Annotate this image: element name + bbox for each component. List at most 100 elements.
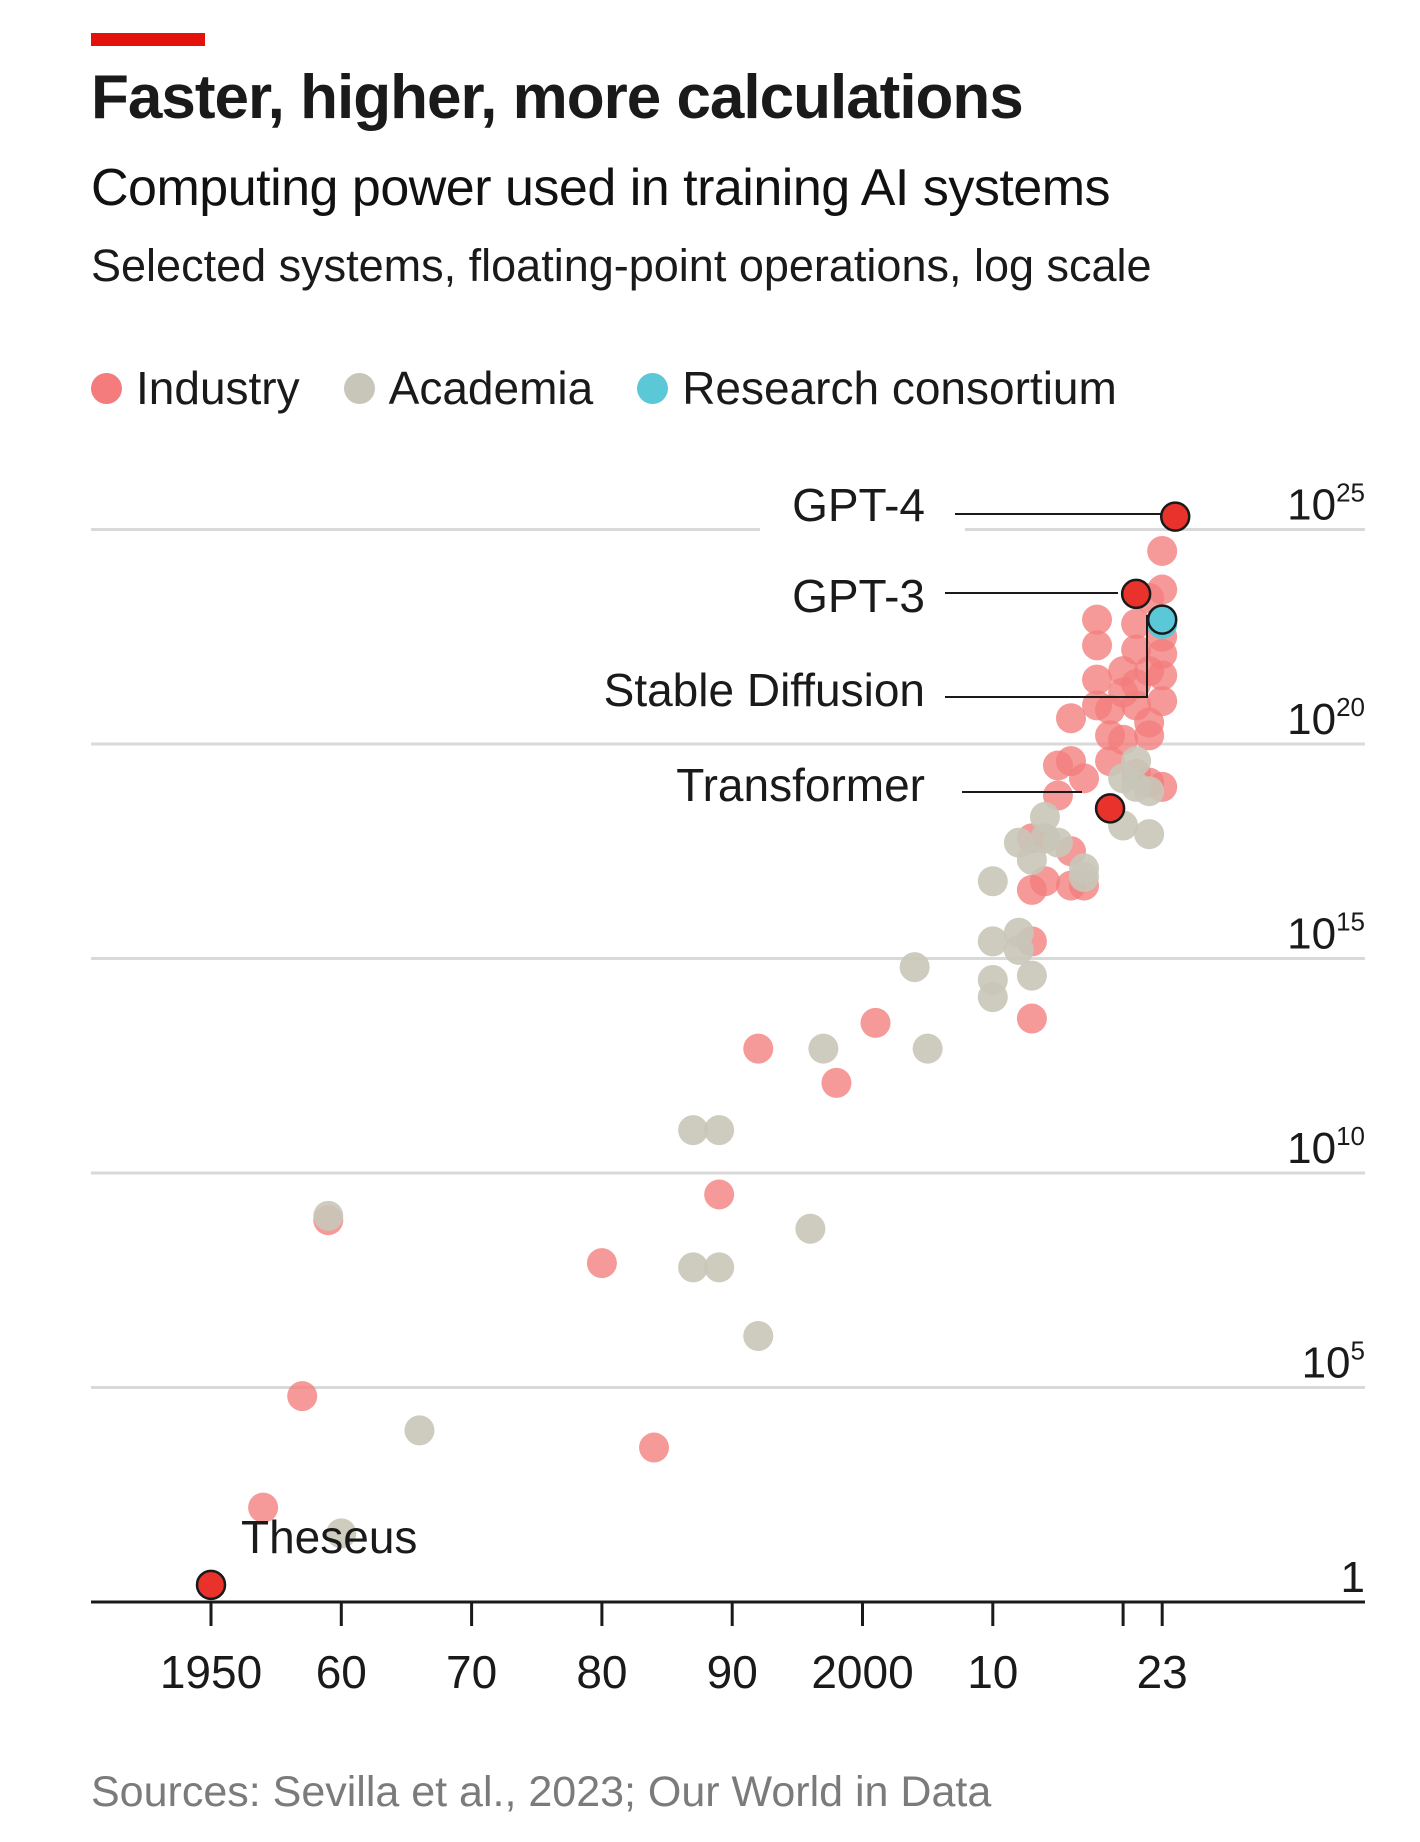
data-point xyxy=(704,1179,735,1210)
data-point xyxy=(1082,630,1113,661)
data-point xyxy=(912,1033,943,1064)
annotation-label: Theseus xyxy=(241,1511,417,1563)
data-point xyxy=(899,952,930,983)
chart-description: Selected systems, floating-point operati… xyxy=(91,240,1152,291)
y-tick-label: 1 xyxy=(1341,1553,1365,1602)
annotation-gpt-3: GPT-3 xyxy=(792,570,1152,622)
data-point xyxy=(326,1518,357,1549)
legend-label-academia: Academia xyxy=(388,362,594,414)
legend-item-academia: Academia xyxy=(343,361,594,415)
y-tick-label: 105 xyxy=(1302,1336,1365,1388)
annotation-label: GPT-3 xyxy=(792,570,925,622)
data-point xyxy=(1069,763,1100,794)
annotation-stable-diffusion: Stable Diffusion xyxy=(604,604,1178,716)
highlight-point xyxy=(1094,793,1126,824)
data-point xyxy=(1082,604,1113,635)
x-tick-label: 70 xyxy=(446,1646,497,1698)
x-tick-label: 80 xyxy=(576,1646,627,1698)
data-point xyxy=(1134,776,1165,807)
x-tick-label: 60 xyxy=(316,1646,367,1698)
data-point xyxy=(1016,1003,1047,1034)
data-point xyxy=(404,1415,435,1446)
highlight-point xyxy=(195,1569,227,1601)
series-academia xyxy=(313,746,1165,1549)
data-point xyxy=(287,1381,318,1412)
x-tick-label: 10 xyxy=(967,1646,1018,1698)
data-point xyxy=(821,1067,852,1098)
chart-subtitle: Computing power used in training AI syst… xyxy=(91,159,1111,217)
annotation-label: Transformer xyxy=(676,759,925,811)
data-point xyxy=(1121,746,1152,777)
data-point xyxy=(1147,574,1178,605)
y-tick-label: 1025 xyxy=(1287,478,1365,530)
x-tick-label: 2000 xyxy=(811,1646,913,1698)
data-point xyxy=(1134,819,1165,850)
x-tick-label: 1950 xyxy=(160,1646,262,1698)
chart-title: Faster, higher, more calculations xyxy=(91,63,1024,132)
data-point xyxy=(743,1033,774,1064)
annotation-gpt-4: GPT-4 xyxy=(760,479,1191,536)
highlight-point xyxy=(1146,604,1178,635)
data-point xyxy=(1121,608,1152,639)
data-point xyxy=(795,1213,826,1244)
data-point xyxy=(248,1492,279,1523)
source-note: Sources: Sevilla et al., 2023; Our World… xyxy=(91,1768,992,1816)
annotation-label: GPT-4 xyxy=(792,479,925,531)
annotation-theseus: Theseus xyxy=(195,1511,417,1601)
data-point xyxy=(704,1252,735,1283)
data-point xyxy=(977,982,1008,1013)
x-tick-label: 23 xyxy=(1137,1646,1188,1698)
data-point xyxy=(1082,664,1113,695)
highlight-point xyxy=(1120,578,1152,610)
legend-swatch-consortium xyxy=(637,372,669,404)
data-point xyxy=(1042,827,1073,858)
data-point xyxy=(1003,934,1034,965)
legend-item-consortium: Research consortium xyxy=(637,361,1117,415)
data-point xyxy=(704,1115,735,1146)
x-tick-label: 90 xyxy=(707,1646,758,1698)
legend-item-industry: Industry xyxy=(91,361,300,415)
data-point xyxy=(860,1007,891,1038)
legend-swatch-academia xyxy=(343,372,375,404)
y-tick-label: 1010 xyxy=(1287,1121,1365,1173)
data-points xyxy=(248,535,1178,1549)
legend-label-industry: Industry xyxy=(136,362,300,414)
y-tick-label: 1015 xyxy=(1287,907,1365,959)
y-tick-labels: 1025 1020 1015 1010 105 1 xyxy=(1287,478,1365,1603)
data-point xyxy=(1147,660,1178,691)
data-point xyxy=(1016,844,1047,875)
data-point xyxy=(1029,801,1060,832)
data-point xyxy=(1121,634,1152,665)
highlight-point xyxy=(1159,501,1191,532)
data-point xyxy=(678,1252,709,1283)
data-point xyxy=(743,1321,774,1352)
data-point xyxy=(1069,861,1100,892)
annotation-transformer: Transformer xyxy=(676,759,1126,824)
data-point xyxy=(313,1200,344,1231)
data-point xyxy=(678,1115,709,1146)
data-point xyxy=(977,926,1008,957)
legend-swatch-industry xyxy=(91,372,122,404)
label-gap xyxy=(760,523,965,536)
legend: Industry Academia Research consortium xyxy=(91,358,1161,418)
data-point xyxy=(808,1033,839,1064)
data-point xyxy=(1055,703,1086,734)
data-point xyxy=(1042,780,1073,811)
data-point xyxy=(1147,535,1178,566)
leader-line xyxy=(945,615,1148,698)
data-point xyxy=(639,1432,670,1463)
data-point xyxy=(586,1248,617,1279)
x-axis: 1950 60 70 80 90 2000 10 23 xyxy=(91,1600,1365,1698)
annotation-label: Stable Diffusion xyxy=(604,664,925,716)
legend-label-consortium: Research consortium xyxy=(682,362,1117,414)
y-tick-label: 1020 xyxy=(1287,692,1365,744)
data-point xyxy=(1147,686,1178,717)
data-point xyxy=(1016,960,1047,991)
data-point xyxy=(1108,724,1139,755)
data-point xyxy=(1134,720,1165,751)
data-point xyxy=(1029,866,1060,897)
data-point xyxy=(977,866,1008,897)
accent-bar xyxy=(91,33,205,46)
annotations: GPT-4 GPT-3 Stable Diffusion Transformer The… xyxy=(195,479,1191,1601)
